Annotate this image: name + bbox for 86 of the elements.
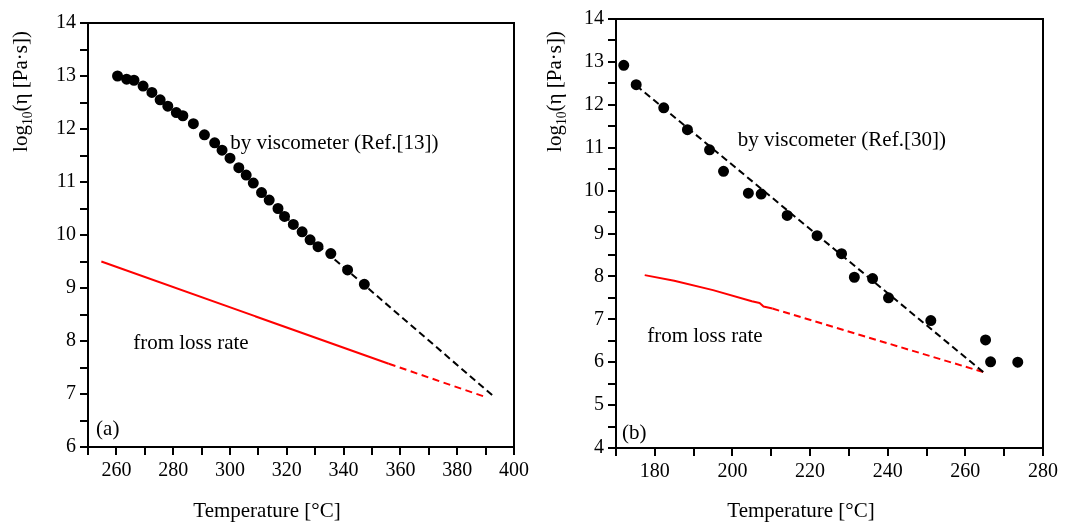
y-tick-label: 10 — [56, 222, 76, 245]
y-tick-label: 6 — [594, 349, 604, 372]
point — [256, 187, 268, 199]
x-tick-label: 200 — [717, 459, 748, 482]
annotation: (b) — [621, 419, 647, 444]
point — [618, 59, 630, 71]
x-tick-label: 240 — [872, 459, 903, 482]
y-tick-label: 8 — [594, 263, 604, 286]
x-tick-label: 180 — [639, 459, 670, 482]
point — [781, 209, 793, 221]
y-tick-label: 11 — [56, 169, 76, 192]
point — [287, 218, 299, 230]
x-tick-label: 340 — [328, 458, 359, 481]
point — [985, 356, 997, 368]
point — [342, 264, 354, 276]
x-axis-title: Temperature [°C] — [192, 498, 342, 523]
x-tick-label: 280 — [158, 458, 189, 481]
point — [247, 177, 259, 189]
point — [1012, 356, 1024, 368]
y-tick-label: 9 — [66, 275, 76, 298]
x-tick-label: 360 — [385, 458, 416, 481]
x-tick-label: 260 — [101, 458, 132, 481]
x-tick-label: 220 — [795, 459, 826, 482]
point — [240, 169, 252, 181]
point — [718, 165, 730, 177]
point — [304, 234, 316, 246]
point — [279, 210, 291, 222]
point — [325, 248, 337, 260]
point — [224, 152, 236, 164]
x-tick-label: 260 — [950, 459, 981, 482]
point — [216, 144, 228, 156]
point — [312, 241, 324, 253]
y-tick-label: 7 — [66, 381, 76, 404]
point — [681, 124, 693, 136]
point — [154, 94, 166, 106]
y-tick-label: 9 — [594, 220, 604, 243]
y-tick-label: 12 — [584, 92, 604, 115]
point — [836, 248, 848, 260]
point — [883, 292, 894, 304]
point — [358, 278, 370, 290]
annotation: (a) — [96, 415, 120, 440]
point — [848, 271, 860, 283]
point — [704, 144, 716, 156]
y-tick-label: 11 — [584, 134, 604, 157]
point — [146, 86, 158, 98]
y-tick-label: 14 — [584, 6, 604, 29]
annotation: by viscometer (Ref.[13]) — [230, 130, 439, 155]
point — [755, 188, 767, 200]
point — [233, 162, 245, 174]
y-tick-label: 10 — [584, 177, 604, 200]
point — [198, 129, 210, 141]
point — [263, 194, 275, 206]
point — [209, 137, 221, 149]
x-tick-label: 400 — [499, 458, 529, 481]
point — [867, 273, 879, 285]
point — [296, 226, 308, 238]
x-tick-label: 380 — [442, 458, 473, 481]
point — [811, 230, 823, 242]
point — [128, 74, 140, 86]
point — [980, 334, 992, 346]
y-tick-label: 13 — [56, 63, 76, 86]
point — [272, 203, 284, 214]
x-tick-label: 320 — [271, 458, 302, 481]
y-tick-label: 4 — [594, 435, 604, 458]
x-tick-label: 300 — [215, 458, 245, 481]
point — [187, 118, 199, 130]
point — [137, 80, 149, 92]
y-tick-label: 5 — [594, 392, 604, 415]
annotation: by viscometer (Ref.[30]) — [737, 127, 946, 152]
annotation: from loss rate — [133, 329, 249, 354]
x-tick-label: 280 — [1028, 459, 1058, 482]
point — [925, 315, 937, 327]
annotation: from loss rate — [647, 322, 763, 347]
point — [162, 100, 174, 112]
point — [630, 79, 642, 91]
y-tick-label: 7 — [594, 306, 604, 329]
y-tick-label: 13 — [584, 49, 604, 72]
point — [112, 70, 124, 82]
x-axis-title: Temperature [°C] — [726, 498, 876, 523]
y-tick-label: 14 — [56, 10, 76, 33]
point — [177, 110, 189, 122]
point — [742, 187, 754, 199]
y-tick-label: 8 — [66, 328, 76, 351]
y-tick-label: 6 — [66, 434, 76, 457]
point — [658, 102, 670, 114]
y-tick-label: 12 — [56, 116, 76, 139]
